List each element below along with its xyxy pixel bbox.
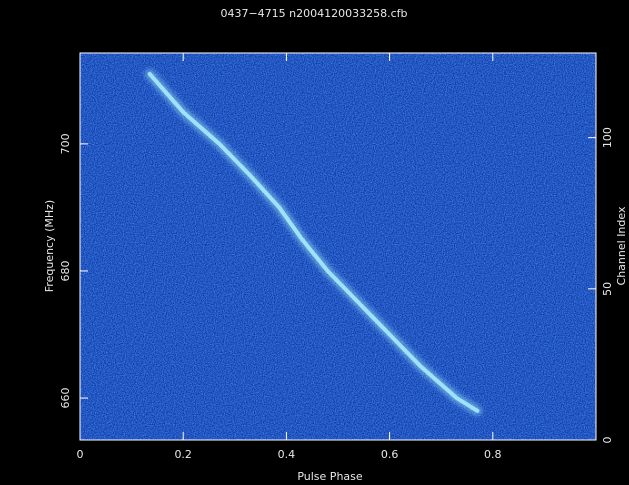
y2-tick-label: 0 xyxy=(601,437,614,444)
x-tick-label: 0.4 xyxy=(278,448,296,461)
heatmap-noise xyxy=(80,53,596,440)
x-tick-label: 0.8 xyxy=(484,448,502,461)
chart-title: 0437−4715 n2004120033258.cfb xyxy=(220,7,407,20)
x-axis-label: Pulse Phase xyxy=(297,470,363,483)
plot-frame xyxy=(79,52,597,441)
y2-axis-label: Channel Index xyxy=(615,206,628,285)
y2-tick-label: 100 xyxy=(601,127,614,148)
y2-tick-label: 50 xyxy=(601,282,614,296)
y-axis-label: Frequency (MHz) xyxy=(43,200,56,292)
x-tick-label: 0 xyxy=(77,448,84,461)
y-tick-label: 700 xyxy=(59,133,72,154)
y-tick-label: 660 xyxy=(59,388,72,409)
y-tick-label: 680 xyxy=(59,260,72,281)
x-tick-label: 0.2 xyxy=(174,448,192,461)
pulse-ridge xyxy=(147,71,480,413)
x-tick-label: 0.6 xyxy=(381,448,399,461)
